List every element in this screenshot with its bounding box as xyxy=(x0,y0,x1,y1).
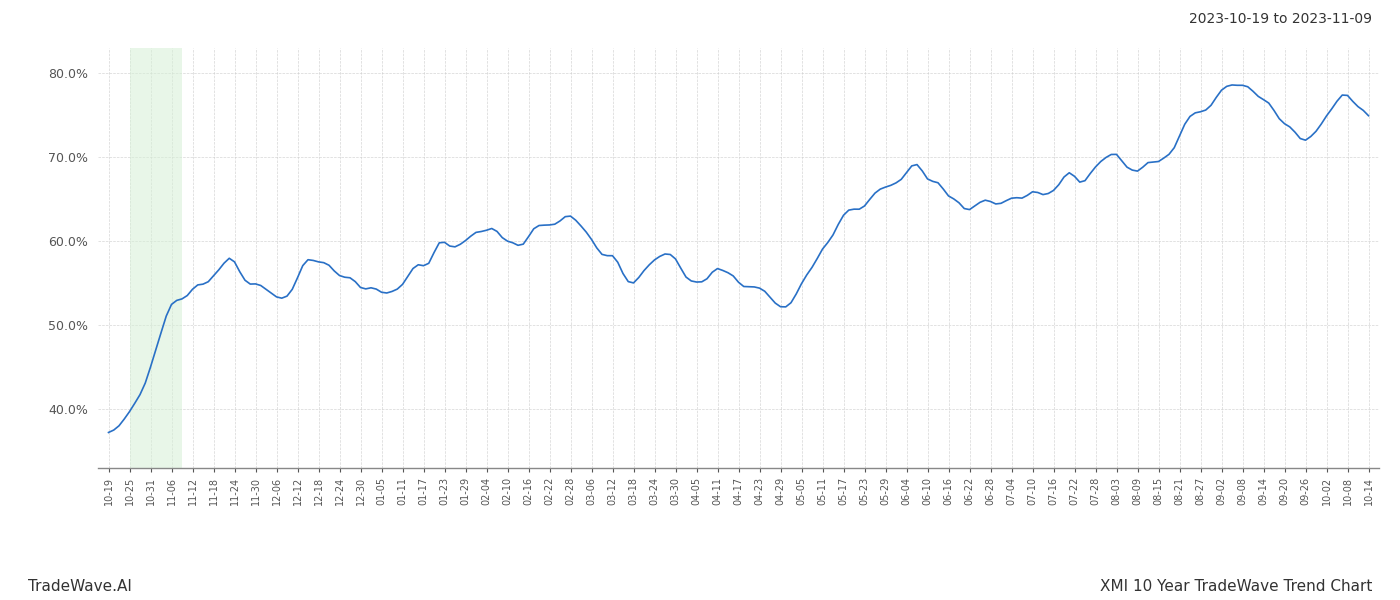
Text: 2023-10-19 to 2023-11-09: 2023-10-19 to 2023-11-09 xyxy=(1189,12,1372,26)
Text: TradeWave.AI: TradeWave.AI xyxy=(28,579,132,594)
Text: XMI 10 Year TradeWave Trend Chart: XMI 10 Year TradeWave Trend Chart xyxy=(1099,579,1372,594)
Bar xyxy=(130,48,182,468)
